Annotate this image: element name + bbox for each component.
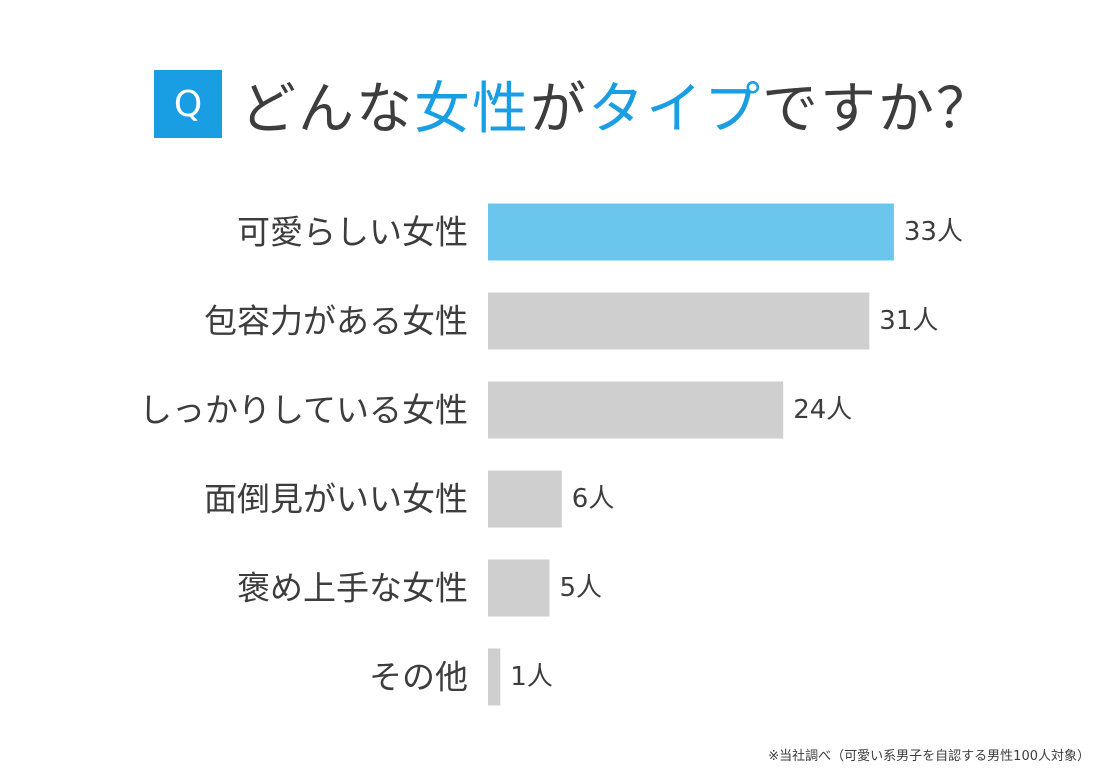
chart-title: Q どんな女性がタイプですか？ <box>154 68 994 142</box>
category-label: 面倒見がいい女性 <box>204 480 468 519</box>
category-label: その他 <box>369 658 468 697</box>
footnote: ※当社調べ（可愛い系男子を自認する男性100人対象） <box>768 749 1090 764</box>
category-label: 褒め上手な女性 <box>237 569 468 608</box>
title-part: が <box>530 76 588 142</box>
title-part: どんな <box>240 76 414 142</box>
bar <box>488 648 501 706</box>
bar <box>488 470 562 528</box>
value-label: 5人 <box>560 573 603 603</box>
value-label: 33人 <box>904 217 963 247</box>
title-highlight: タイプ <box>588 76 762 142</box>
bar <box>488 381 784 439</box>
category-label: 包容力がある女性 <box>204 302 468 341</box>
value-label: 6人 <box>572 484 615 514</box>
bar <box>488 292 870 350</box>
question-text: どんな女性がタイプですか？ <box>240 64 994 145</box>
bar <box>488 203 894 261</box>
category-label: しっかりしている女性 <box>139 391 468 430</box>
category-label: 可愛らしい女性 <box>237 213 468 252</box>
title-highlight: 女性 <box>414 76 530 142</box>
value-label: 24人 <box>793 395 852 425</box>
value-label: 1人 <box>510 662 553 692</box>
value-label: 31人 <box>879 306 938 336</box>
title-part: ですか？ <box>762 76 994 142</box>
bar <box>488 559 550 617</box>
q-badge: Q <box>154 70 222 138</box>
